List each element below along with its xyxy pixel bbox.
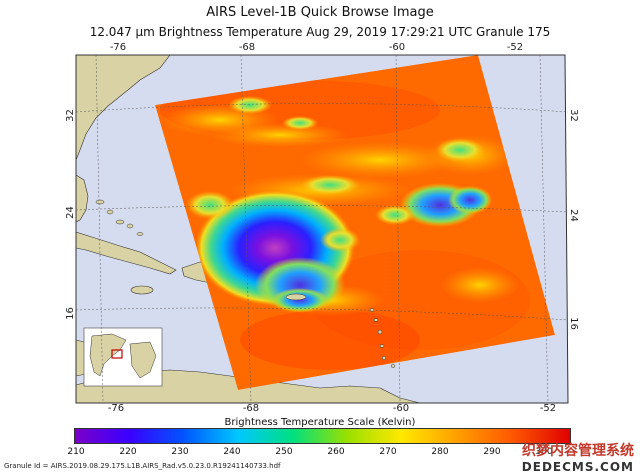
lon-label-bottom: -68 — [242, 403, 260, 414]
map-subtitle: 12.047 µm Brightness Temperature Aug 29,… — [89, 25, 551, 39]
colorbar-tick: 290 — [483, 447, 501, 457]
colorbar-tick: 270 — [379, 447, 397, 457]
watermark: 织梦内容管理系统 DEDECMS.COM — [522, 440, 634, 474]
colorbar-tick: 250 — [275, 447, 293, 457]
watermark-line2: DEDECMS.COM — [521, 460, 634, 474]
colorbar-tick: 220 — [119, 447, 137, 457]
map-title: AIRS Level-1B Quick Browse Image — [206, 5, 434, 20]
granule-id: Granule Id = AIRS.2019.08.29.175.L1B.AIR… — [4, 462, 281, 470]
colorbar-title: Brightness Temperature Scale (Kelvin) — [224, 417, 416, 428]
colorbar-tick: 230 — [171, 447, 189, 457]
lon-label-bottom: -60 — [392, 403, 410, 414]
lon-label-bottom: -76 — [107, 403, 125, 414]
colorbar — [74, 428, 571, 444]
colorbar-tick: 260 — [327, 447, 345, 457]
colorbar-tick: 280 — [431, 447, 449, 457]
colorbar-tick: 300 — [535, 447, 553, 457]
lon-label-bottom: -52 — [539, 403, 557, 414]
lon-label-top: -68 — [238, 42, 256, 53]
colorbar-tick: 210 — [67, 447, 85, 457]
lon-label-top: -60 — [388, 42, 406, 53]
watermark-line1: 织梦内容管理系统 — [522, 443, 634, 459]
lon-label-top: -52 — [506, 42, 524, 53]
colorbar-tick: 240 — [223, 447, 241, 457]
lon-label-top: -76 — [109, 42, 127, 53]
